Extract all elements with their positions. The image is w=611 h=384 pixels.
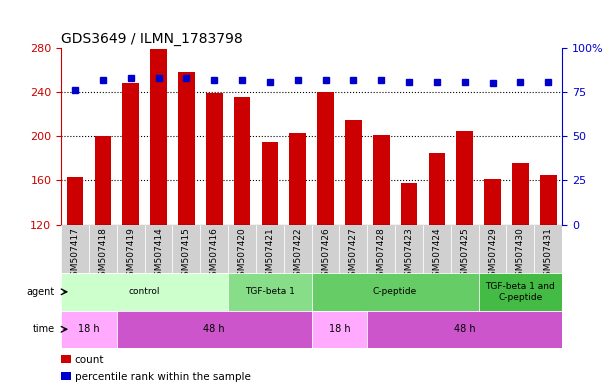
Bar bbox=[95, 136, 111, 225]
Text: GSM507422: GSM507422 bbox=[293, 227, 302, 282]
Bar bbox=[122, 83, 139, 225]
Text: GSM507421: GSM507421 bbox=[265, 227, 274, 282]
Text: agent: agent bbox=[27, 287, 55, 297]
Bar bbox=[228, 273, 312, 311]
Text: GSM507429: GSM507429 bbox=[488, 227, 497, 282]
Bar bbox=[233, 96, 251, 225]
Text: GSM507426: GSM507426 bbox=[321, 227, 330, 282]
Bar bbox=[373, 135, 390, 225]
Bar bbox=[484, 179, 501, 225]
Text: count: count bbox=[75, 355, 104, 365]
Text: GSM507424: GSM507424 bbox=[433, 227, 441, 282]
Bar bbox=[117, 225, 145, 273]
Bar bbox=[312, 311, 367, 348]
Bar bbox=[290, 133, 306, 225]
Text: GSM507427: GSM507427 bbox=[349, 227, 358, 282]
Bar bbox=[256, 225, 284, 273]
Text: GSM507419: GSM507419 bbox=[126, 227, 135, 282]
Bar bbox=[61, 311, 117, 348]
Bar bbox=[507, 225, 534, 273]
Bar bbox=[451, 225, 478, 273]
Bar bbox=[67, 177, 83, 225]
Text: time: time bbox=[33, 324, 55, 334]
Bar bbox=[401, 183, 417, 225]
Bar bbox=[428, 153, 445, 225]
Bar bbox=[61, 273, 228, 311]
Bar bbox=[367, 225, 395, 273]
Text: GDS3649 / ILMN_1783798: GDS3649 / ILMN_1783798 bbox=[61, 32, 243, 46]
Bar bbox=[150, 49, 167, 225]
Bar bbox=[534, 225, 562, 273]
Text: 48 h: 48 h bbox=[454, 324, 475, 334]
Text: GSM507420: GSM507420 bbox=[238, 227, 246, 282]
Bar bbox=[262, 142, 278, 225]
Text: percentile rank within the sample: percentile rank within the sample bbox=[75, 372, 251, 382]
Bar bbox=[312, 225, 340, 273]
Text: TGF-beta 1: TGF-beta 1 bbox=[245, 287, 295, 296]
Bar bbox=[206, 93, 222, 225]
Text: GSM507431: GSM507431 bbox=[544, 227, 553, 282]
Text: GSM507428: GSM507428 bbox=[377, 227, 386, 282]
Bar bbox=[89, 225, 117, 273]
Bar bbox=[117, 311, 312, 348]
Bar bbox=[478, 225, 507, 273]
Bar bbox=[423, 225, 451, 273]
Bar bbox=[478, 273, 562, 311]
Bar bbox=[172, 225, 200, 273]
Text: GSM507418: GSM507418 bbox=[98, 227, 108, 282]
Text: GSM507415: GSM507415 bbox=[182, 227, 191, 282]
Text: C-peptide: C-peptide bbox=[373, 287, 417, 296]
Text: control: control bbox=[129, 287, 160, 296]
Bar bbox=[284, 225, 312, 273]
Bar bbox=[540, 175, 557, 225]
Bar bbox=[317, 92, 334, 225]
Text: 18 h: 18 h bbox=[78, 324, 100, 334]
Bar bbox=[200, 225, 228, 273]
Bar bbox=[367, 311, 562, 348]
Bar bbox=[228, 225, 256, 273]
Text: 48 h: 48 h bbox=[203, 324, 225, 334]
Text: GSM507417: GSM507417 bbox=[70, 227, 79, 282]
Bar bbox=[340, 225, 367, 273]
Bar bbox=[512, 163, 529, 225]
Text: GSM507414: GSM507414 bbox=[154, 227, 163, 282]
Bar bbox=[312, 273, 478, 311]
Bar bbox=[178, 72, 195, 225]
Text: TGF-beta 1 and
C-peptide: TGF-beta 1 and C-peptide bbox=[486, 282, 555, 301]
Text: GSM507416: GSM507416 bbox=[210, 227, 219, 282]
Text: 18 h: 18 h bbox=[329, 324, 350, 334]
Text: GSM507430: GSM507430 bbox=[516, 227, 525, 282]
Bar bbox=[345, 120, 362, 225]
Text: GSM507425: GSM507425 bbox=[460, 227, 469, 282]
Text: GSM507423: GSM507423 bbox=[404, 227, 414, 282]
Bar bbox=[61, 225, 89, 273]
Bar bbox=[395, 225, 423, 273]
Bar bbox=[456, 131, 473, 225]
Bar bbox=[145, 225, 172, 273]
